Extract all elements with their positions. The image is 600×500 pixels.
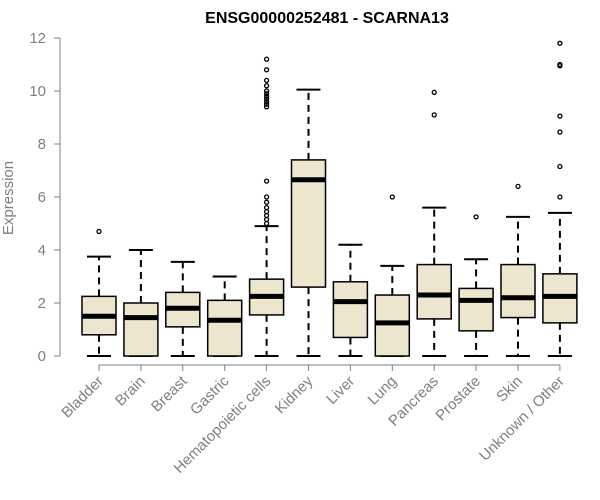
box-lung (374, 194, 411, 357)
outlier-point (263, 91, 270, 97)
outlier-point (263, 204, 270, 211)
x-tick-label: Skin (493, 373, 526, 406)
outlier-point (263, 104, 270, 110)
box-unknown-other (542, 40, 578, 357)
x-tick-label: Brain (112, 373, 149, 410)
outlier-point (389, 194, 395, 200)
outlier-point (263, 88, 270, 94)
box (206, 299, 243, 357)
outlier-point (263, 77, 270, 84)
outlier-point (557, 163, 563, 170)
box (458, 287, 494, 332)
y-tick-label: 4 (38, 242, 46, 259)
outlier-point (263, 67, 270, 73)
box-liver (332, 243, 369, 357)
y-tick-label: 0 (38, 348, 46, 365)
outlier-point (263, 194, 270, 200)
outlier-point (263, 96, 270, 102)
box (374, 294, 411, 357)
box-gastric (206, 275, 243, 357)
outlier-point (515, 183, 521, 190)
outlier-point (473, 214, 479, 220)
box (500, 263, 536, 319)
y-axis: 0 2 4 6 8 10 12 (29, 30, 61, 365)
outlier-point (431, 89, 437, 95)
x-tick-label: Bladder (58, 373, 107, 422)
box-hematopoietic-cells (248, 56, 285, 357)
y-tick-label: 8 (38, 136, 46, 153)
outlier-point (263, 101, 270, 107)
outlier-point (96, 228, 102, 235)
x-tick-label: Prostate (432, 373, 484, 425)
outlier-point (263, 83, 270, 89)
outlier-point (557, 113, 563, 119)
outlier-point (557, 194, 563, 200)
box-group (81, 40, 578, 357)
outlier-point (431, 112, 437, 118)
box-skin (500, 183, 536, 357)
box-brain (123, 249, 159, 357)
box (416, 263, 452, 320)
outlier-point (557, 61, 563, 68)
outlier-point (263, 93, 270, 99)
outlier-point (263, 178, 270, 184)
x-tick-label: Breast (148, 372, 191, 415)
box (332, 281, 369, 339)
box-breast (165, 260, 201, 357)
box-prostate (458, 214, 494, 357)
box (123, 302, 159, 357)
box-bladder (81, 228, 117, 357)
box-pancreas (416, 89, 452, 357)
outlier-point (557, 40, 563, 46)
outlier-point (557, 129, 563, 135)
outlier-point (263, 199, 270, 205)
outlier-point (263, 56, 270, 62)
y-tick-label: 6 (38, 189, 46, 206)
chart-title: ENSG00000252481 - SCARNA13 (205, 10, 449, 27)
x-tick-label: Liver (323, 373, 358, 408)
x-tick-label: Lung (365, 373, 401, 409)
y-axis-title: Expression (0, 161, 17, 235)
x-tick-label: Kidney (272, 372, 317, 417)
y-tick-label: 2 (38, 295, 46, 312)
y-tick-label: 10 (29, 83, 46, 100)
y-tick-label: 12 (29, 30, 46, 47)
box-kidney (290, 88, 327, 357)
outlier-point (263, 98, 270, 105)
